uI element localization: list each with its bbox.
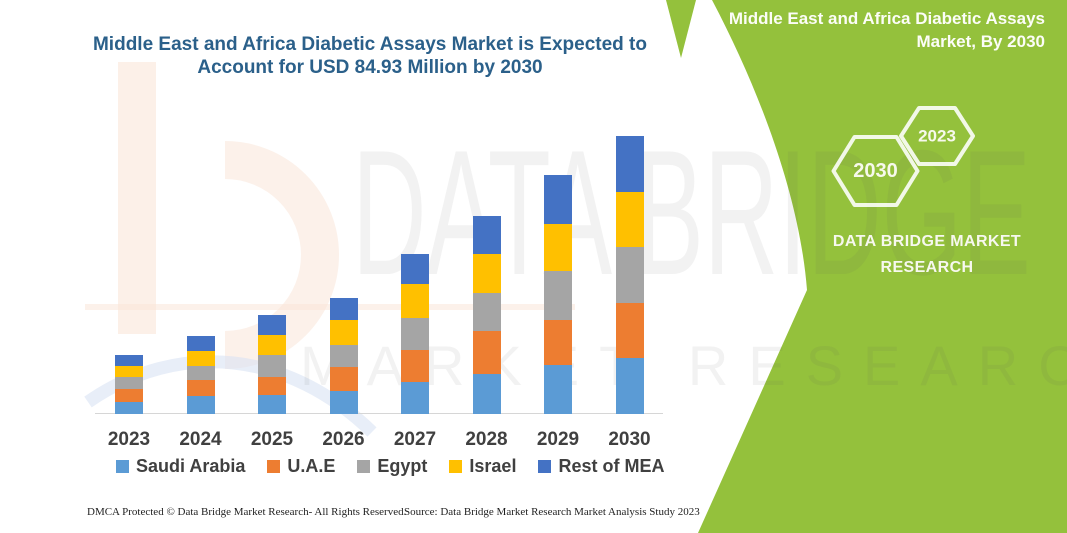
legend-label: Saudi Arabia [136,456,246,476]
x-axis-line [95,413,663,414]
bar-segment-u-a-e-2026 [329,366,358,392]
bar-segment-u-a-e-2029 [544,319,572,365]
bar-segment-rest-of-mea-2030 [615,136,644,192]
hexagon-2030-label: 2030 [853,160,898,182]
logo-watermark-stem [118,62,156,334]
bar-segment-u-a-e-2028 [472,330,501,375]
legend-label: Egypt [377,456,428,476]
hexagon-2030: 2030 [831,135,920,207]
bar-segment-israel-2030 [615,191,644,248]
bar-segment-u-a-e-2023 [115,389,143,402]
x-axis-label-2028: 2028 [465,429,508,450]
panel-title-line2: Market, By 2030 [916,32,1045,51]
legend-swatch [538,460,552,473]
legend-swatch [116,460,129,473]
hexagon-2023-outline [899,106,975,166]
bar-segment-rest-of-mea-2027 [401,254,429,285]
chart-title: Middle East and Africa Diabetic Assays M… [80,33,660,79]
footer-source-text: Source: Data Bridge Market Research Mark… [404,506,700,518]
x-axis-label-2023: 2023 [107,429,151,450]
bar-segment-israel-2029 [544,223,572,271]
chart-title-line1: Middle East and Africa Diabetic Assays M… [92,34,647,55]
brand-text: DATA BRIDGE MARKET RESEARCH [812,229,1042,281]
legend-swatch [449,460,463,473]
legend-label: U.A.E [287,456,336,476]
bar-segment-rest-of-mea-2026 [329,297,358,321]
x-axis-label-2027: 2027 [393,429,437,450]
bar-segment-israel-2024 [186,350,215,366]
bar-segment-rest-of-mea-2025 [258,315,286,336]
bar-segment-saudi-arabia-2028 [472,374,501,414]
brand-text-line2: RESEARCH [880,259,974,276]
legend-label: Rest of MEA [558,456,665,476]
green-panel-sliver [666,0,696,58]
bar-segment-egypt-2028 [472,293,501,331]
bar-segment-u-a-e-2024 [186,379,215,396]
legend-item-israel: Israel [449,456,516,477]
legend-item-egypt: Egypt [357,456,427,477]
x-axis-label-2026: 2026 [322,429,365,450]
bar-segment-egypt-2026 [329,344,358,367]
bar-segment-u-a-e-2025 [258,376,286,396]
legend: Saudi Arabia U.A.E Egypt Israel Rest of MEA [116,456,664,477]
bar-segment-rest-of-mea-2029 [544,175,572,224]
bar-segment-israel-2028 [472,254,501,294]
bar-segment-saudi-arabia-2024 [186,396,215,414]
bar-segment-israel-2023 [115,365,143,378]
bar-segment-u-a-e-2030 [615,303,644,359]
legend-item-u-a-e: U.A.E [267,456,335,477]
footer-dmca-text: DMCA Protected © Data Bridge Market Rese… [87,506,407,518]
x-axis-label-2024: 2024 [179,429,222,450]
bar-segment-saudi-arabia-2029 [544,364,572,414]
bar-segment-israel-2025 [258,335,286,356]
hexagon-2023-label: 2023 [918,127,956,146]
green-panel-shape [698,0,1067,533]
bar-segment-saudi-arabia-2030 [615,358,644,414]
bar-segment-saudi-arabia-2023 [115,401,143,414]
bar-segment-rest-of-mea-2028 [472,215,501,255]
legend-item-rest-of-mea: Rest of MEA [538,456,664,477]
bar-segment-israel-2026 [329,320,358,345]
bar-segment-egypt-2029 [544,270,572,320]
chart-title-line2: Account for USD 84.93 Million by 2030 [197,57,543,78]
watermark-data-bridge: DATA BRIDGE [352,113,1031,312]
x-axis-label-2025: 2025 [250,429,294,450]
bar-segment-egypt-2025 [258,355,286,377]
legend-item-saudi-arabia: Saudi Arabia [116,456,245,477]
bar-segment-u-a-e-2027 [401,349,429,382]
bar-segment-saudi-arabia-2025 [258,395,286,414]
bar-segment-egypt-2027 [401,318,429,350]
hexagon-2030-outline [831,135,920,207]
bar-segment-israel-2027 [401,284,429,319]
bar-segment-egypt-2023 [115,377,143,390]
x-axis-label-2029: 2029 [536,429,580,450]
bar-segment-saudi-arabia-2027 [401,381,429,414]
legend-label: Israel [469,456,517,476]
bar-segment-rest-of-mea-2023 [115,354,143,366]
legend-swatch [357,460,371,473]
legend-swatch [267,460,281,473]
panel-title-line1: Middle East and Africa Diabetic Assays [728,9,1045,28]
brand-text-line1: DATA BRIDGE MARKET [832,233,1022,250]
panel-title: Middle East and Africa Diabetic Assays M… [700,7,1045,53]
bar-segment-rest-of-mea-2024 [186,336,215,351]
x-axis-label-2030: 2030 [608,429,651,450]
bar-segment-egypt-2024 [186,365,215,380]
hexagon-2023: 2023 [899,106,975,166]
bar-segment-saudi-arabia-2026 [329,391,358,414]
bar-segment-egypt-2030 [615,247,644,304]
